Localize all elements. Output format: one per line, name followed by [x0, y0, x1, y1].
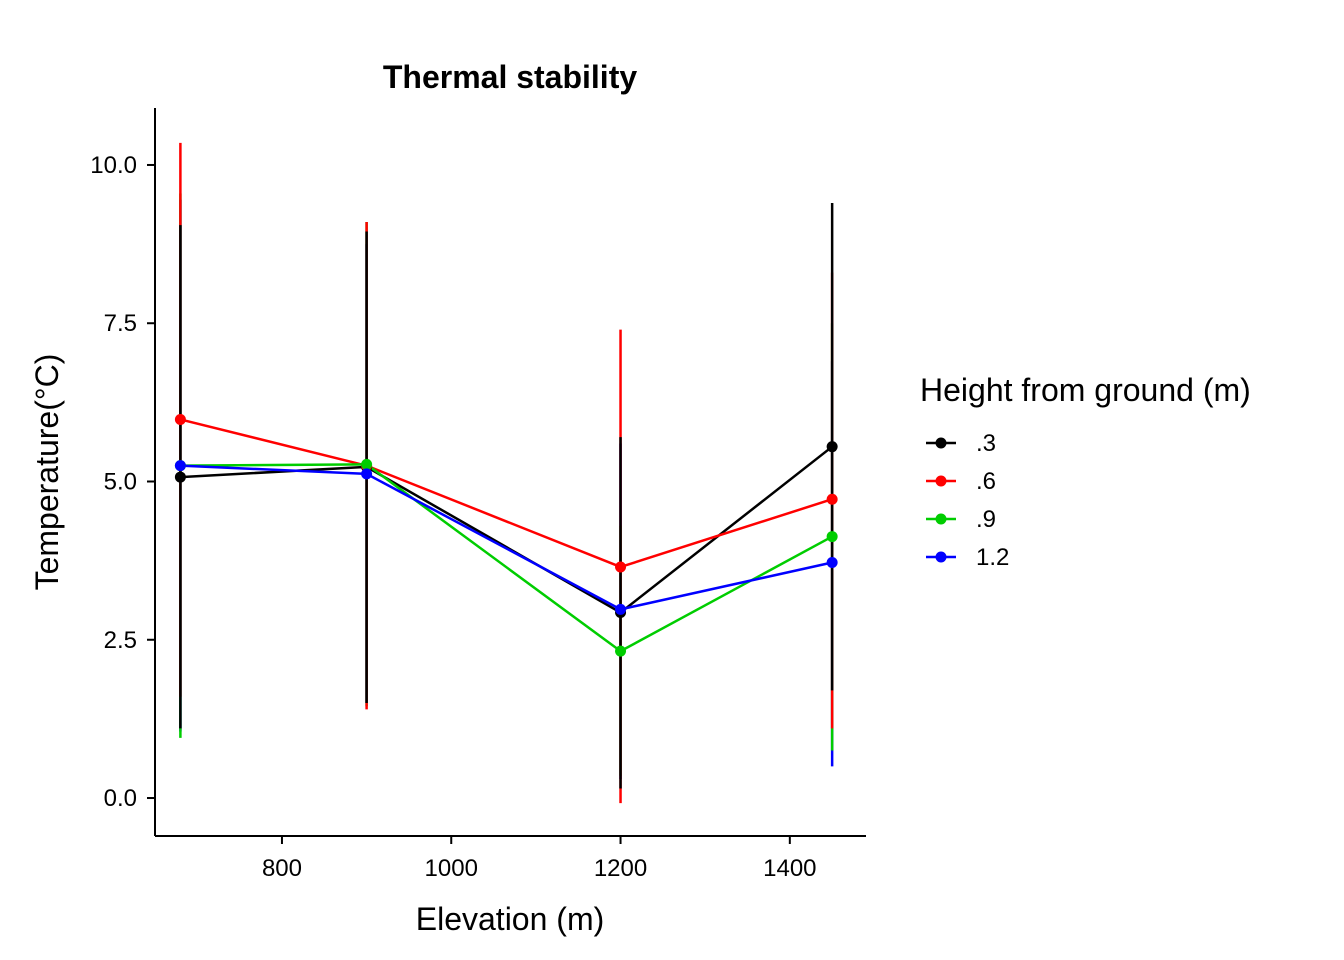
y-tick-label: 5.0: [104, 468, 137, 495]
y-tick-label: 2.5: [104, 627, 137, 654]
x-tick-label: 1000: [425, 855, 478, 882]
legend-item-3: .9: [926, 506, 996, 533]
y-tick-label: 10.0: [90, 152, 137, 179]
chart-title: Thermal stability: [383, 59, 638, 95]
data-point: [826, 441, 838, 453]
data-point: [615, 645, 627, 657]
x-axis-label: Elevation (m): [416, 901, 605, 937]
legend-point: [935, 551, 947, 563]
y-axis-label: Temperature(°C): [29, 354, 65, 591]
series-line-1: [180, 445, 833, 614]
legend: Height from ground (m) .3 .6 .9 1.2: [920, 372, 1251, 571]
y-tick-label: 0.0: [104, 785, 137, 812]
error-bars-series-3: [179, 193, 834, 776]
x-tick-label: 1400: [763, 855, 816, 882]
legend-item-4: 1.2: [926, 544, 1009, 571]
data-point: [826, 493, 838, 505]
legend-items: .3 .6 .9 1.2: [926, 430, 1009, 571]
y-tick-label: 7.5: [104, 310, 137, 337]
series-line-3: [180, 463, 833, 653]
legend-point: [935, 513, 947, 525]
data-point: [174, 413, 186, 425]
legend-label: 1.2: [976, 544, 1009, 571]
legend-point: [935, 475, 947, 487]
legend-label: .9: [976, 506, 996, 533]
series-points-4: [174, 460, 838, 615]
x-tick-label: 1200: [594, 855, 647, 882]
series-line-4: [180, 464, 833, 611]
x-tick-label: 800: [262, 855, 302, 882]
data-point: [826, 557, 838, 569]
legend-title: Height from ground (m): [920, 372, 1251, 408]
data-point: [174, 471, 186, 483]
data-point: [615, 561, 627, 573]
legend-item-1: .3: [926, 430, 996, 457]
legend-label: .6: [976, 468, 996, 495]
series-points-3: [174, 458, 838, 657]
legend-item-2: .6: [926, 468, 996, 495]
plot-area: [174, 142, 838, 804]
data-point: [361, 458, 373, 470]
data-point: [361, 468, 373, 480]
data-point: [826, 531, 838, 543]
series-line-2: [180, 418, 833, 569]
data-point: [174, 460, 186, 472]
y-axis-ticks: 0.0 2.5 5.0 7.5 10.0: [90, 152, 155, 812]
data-point: [615, 603, 627, 615]
legend-point: [935, 437, 947, 449]
error-bars-series-1: [179, 202, 834, 789]
legend-label: .3: [976, 430, 996, 457]
x-axis-ticks: 800 1000 1200 1400: [262, 836, 817, 882]
error-bars-series-4: [179, 199, 834, 780]
